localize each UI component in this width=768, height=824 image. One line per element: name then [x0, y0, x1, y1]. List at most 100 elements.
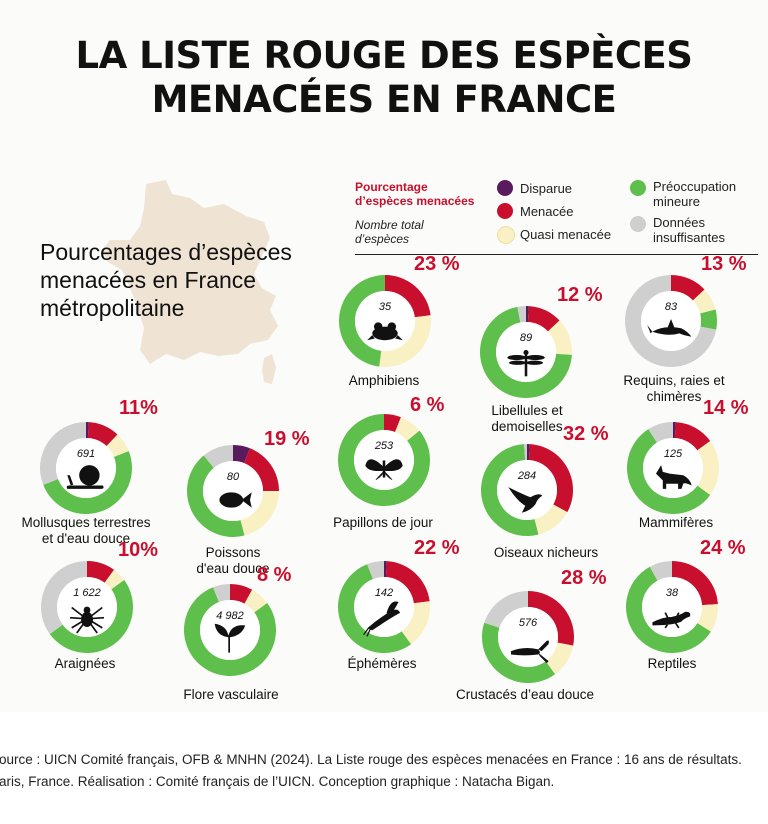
group-name: Mammifères [596, 515, 756, 531]
donut-slice-menac-e [87, 561, 115, 583]
legend-item-preoccupation-mineure: Préoccupation mineure [653, 179, 736, 209]
donut-slice-disparue [86, 422, 89, 439]
donut-slice-pr-occupation-mineure [184, 587, 276, 676]
donut-hole [354, 430, 414, 490]
donut-slice-menac-e [528, 591, 574, 646]
group-name-line-2: et d'eau douce [41, 531, 131, 546]
subtitle-line-3: métropolitaine [40, 295, 185, 321]
donut-slice-pr-occupation-mineure [187, 455, 245, 537]
total-species-label: 1 622 [73, 587, 101, 599]
threatened-percentage-label: 6 % [410, 394, 445, 416]
group-name-line-1: Mammifères [638, 515, 714, 530]
group-name-line-1: Requins, raies et [623, 373, 725, 388]
donut-slice-quasi-menac-e [545, 642, 574, 675]
donut-slice-menac-e [674, 422, 711, 451]
donut-chart: 83 [625, 275, 717, 367]
title-line-2: MENACÉES EN FRANCE [151, 78, 617, 121]
total-species-label: 284 [517, 470, 536, 482]
group-name-line-2: d'eau douce [196, 561, 270, 576]
legend-label: Disparue [520, 181, 573, 196]
donut-hole [203, 461, 263, 521]
donut-slice-menac-e [87, 422, 118, 447]
donut-slice-pr-occupation-mineure [700, 309, 717, 330]
donut-slice-donn-es-insuffisantes [367, 561, 384, 580]
group-name: Mollusques terrestres et d'eau douce [6, 515, 166, 547]
legend: Pourcentage d’espèces menacées Nombre to… [355, 178, 758, 255]
legend-label: Menacée [520, 204, 574, 219]
donut-hole [354, 577, 414, 637]
group-name-line-1: Crustacés d’eau douce [455, 687, 595, 702]
donut-chart: 125 [627, 422, 719, 514]
threatened-percentage-label: 22 % [414, 537, 460, 559]
donut-slice-pr-occupation-mineure [626, 566, 711, 653]
legend-label: Données [653, 215, 706, 230]
donut-slice-menac-e [527, 306, 560, 332]
group-name-line-1: Poissons [205, 545, 261, 560]
donut-slice-donn-es-insuffisantes [213, 584, 230, 603]
group-name-line-2: chimères [646, 389, 702, 404]
donut-slice-pr-occupation-mineure [43, 451, 133, 515]
donut-slice-pr-occupation-mineure [481, 444, 539, 536]
legend-total-line-1: Nombre total [355, 218, 424, 232]
total-species-label: 35 [379, 301, 392, 313]
group-name: Flore vasculaire [151, 687, 311, 703]
group-name-line-1: Libellules et [491, 403, 563, 418]
donut-chart: 284 [481, 444, 573, 536]
legend-item-menacee: Menacée [520, 204, 573, 219]
legend-percentage-label: Pourcentage d’espèces menacées [355, 180, 474, 208]
threatened-percentage-label: 8 % [257, 564, 292, 586]
donut-slice-menac-e [671, 275, 705, 301]
total-species-label: 125 [664, 448, 683, 460]
spider-icon [69, 606, 105, 634]
donut-hole [200, 600, 260, 660]
threatened-percentage-label: 24 % [700, 537, 746, 559]
legend-swatch-quasi-menacee [497, 226, 515, 244]
group-name: Reptiles [592, 656, 752, 672]
legend-swatch-disparue [497, 180, 513, 196]
donut-slice-disparue [233, 445, 250, 464]
legend-percentage-line-1: Pourcentage [355, 180, 428, 194]
fox-icon [656, 465, 692, 489]
donut-slice-donn-es-insuffisantes [517, 306, 526, 323]
donut-slice-menac-e [230, 584, 253, 604]
donut-slice-disparue [527, 444, 530, 461]
donut-slice-menac-e [385, 561, 430, 604]
threatened-percentage-label: 11% [119, 397, 158, 419]
donut-slice-quasi-menac-e [692, 289, 716, 314]
donut-slice-donn-es-insuffisantes [524, 444, 527, 461]
legend-total-line-2: d’espèces [355, 232, 410, 246]
legend-item-disparue: Disparue [520, 181, 572, 196]
donut-slice-pr-occupation-mineure [338, 564, 412, 653]
dragonfly-icon [507, 349, 545, 377]
total-species-label: 142 [375, 587, 393, 599]
group-name: Libellules et demoiselles [447, 403, 607, 435]
threatened-percentage-label: 28 % [561, 567, 607, 589]
threatened-percentage-label: 23 % [414, 253, 460, 275]
source-panel: Source : UICN Comité français, OFB & MNH… [0, 712, 768, 824]
legend-item-quasi-menacee: Quasi menacée [520, 227, 611, 242]
donut-slice-donn-es-insuffisantes [41, 561, 87, 635]
donut-hole [498, 607, 558, 667]
donut-slice-disparue [673, 422, 676, 439]
page-title: LA LISTE ROUGE DES ESPÈCES MENACÉES EN F… [0, 34, 768, 122]
snail-icon [66, 465, 104, 489]
donut-slice-menac-e [385, 275, 431, 318]
shark-icon [647, 318, 692, 337]
group-name: Requins, raies et chimères [594, 373, 754, 405]
donut-slice-menac-e [672, 561, 718, 606]
donut-slice-donn-es-insuffisantes [625, 275, 717, 367]
donut-slice-pr-occupation-mineure [49, 579, 133, 653]
legend-percentage-line-2: d’espèces menacées [355, 194, 475, 208]
legend-total-label: Nombre total d’espèces [355, 218, 424, 246]
group-name-line-2: demoiselles [491, 419, 563, 434]
donut-slice-quasi-menac-e [379, 315, 431, 367]
threatened-percentage-label: 12 % [557, 284, 603, 306]
donut-slice-quasi-menac-e [697, 604, 718, 632]
france-map-icon [102, 180, 278, 384]
donut-hole [643, 438, 703, 498]
threatened-percentage-label: 32 % [563, 423, 609, 445]
group-name: Amphibiens [304, 373, 464, 389]
donut-chart: 253 [338, 414, 430, 506]
group-name: Poissons d'eau douce [153, 545, 313, 577]
donut-chart: 576 [482, 591, 574, 683]
